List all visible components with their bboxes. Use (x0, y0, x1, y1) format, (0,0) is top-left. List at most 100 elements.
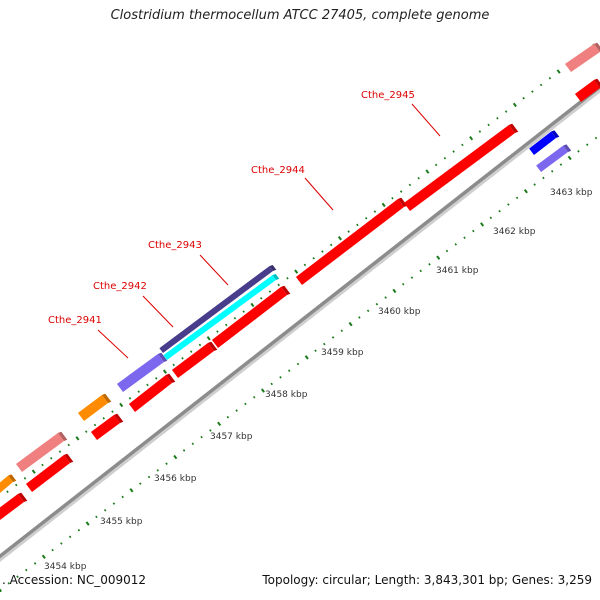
outer-tick (23, 477, 27, 480)
outer-tick (250, 302, 255, 308)
kbp-labels: 3454 kbp 3455 kbp 3456 kbp 3457 kbp 3458 kbp… (44, 188, 593, 572)
gene-label: Cthe_2943 (148, 240, 202, 251)
inner-tick (16, 575, 19, 578)
inner-tick (436, 255, 441, 260)
inner-tick (445, 249, 449, 253)
inner-tick (60, 542, 63, 545)
inner-tick (252, 395, 256, 399)
outer-tick (356, 223, 359, 227)
inner-tick (384, 296, 387, 299)
outer-tick (539, 83, 543, 87)
outer-tick (531, 90, 534, 93)
cds-bar-3-end (166, 373, 176, 383)
gene-labels: Cthe_2941 Cthe_2942 Cthe_2943 Cthe_2944 Cthe… (48, 90, 441, 359)
inner-tick (498, 209, 501, 213)
gene-label: Cthe_2944 (251, 165, 305, 176)
outer-tick (206, 336, 211, 341)
cds-bar-5-end (281, 285, 291, 295)
outer-tick (452, 150, 455, 153)
purple-bar-0 (117, 354, 164, 392)
kbp-label: 3461 kbp (436, 266, 479, 276)
outer-tick (242, 310, 245, 313)
gene-leader-line (304, 177, 334, 211)
inner-tick (586, 143, 589, 146)
cds-bar-0 (0, 494, 24, 520)
kbp-label: 3455 kbp (100, 517, 143, 527)
cds-bar-8 (575, 80, 600, 102)
inner-tick (85, 521, 90, 526)
inner-tick (559, 163, 563, 166)
inner-tick (235, 409, 238, 412)
cds-bar-4 (172, 343, 214, 378)
inner-tick (296, 362, 300, 366)
pink-bar-1-end (594, 42, 600, 52)
inner-tick-ring (0, 136, 598, 593)
kbp-label: 3463 kbp (550, 188, 593, 198)
cds-bar-8-end (594, 78, 600, 88)
outer-tick (399, 190, 403, 193)
gene-label: Cthe_2941 (48, 315, 102, 326)
outer-tick (233, 316, 237, 320)
orange-bar-0 (0, 475, 13, 493)
outer-tick (102, 417, 105, 420)
outer-tick (181, 357, 184, 360)
inner-tick (41, 554, 46, 559)
outer-tick (111, 410, 114, 413)
outer-tick (347, 230, 350, 233)
blue-bar-0-end (551, 130, 560, 138)
outer-tick (329, 243, 333, 247)
outer-tick (408, 183, 412, 187)
backbone-line (0, 84, 600, 559)
outer-tick (496, 116, 499, 120)
outer-tick (277, 283, 280, 287)
kbp-label: 3459 kbp (321, 348, 364, 358)
outer-tick (67, 443, 70, 447)
map-title: Clostridium thermocellum ATCC 27405, com… (110, 8, 490, 23)
outer-tick (303, 263, 307, 267)
outer-tick (337, 236, 342, 241)
inner-tick (279, 376, 282, 379)
outer-tick (162, 369, 167, 374)
genome-backbone (0, 84, 600, 562)
outer-tick (154, 377, 158, 380)
inner-tick (138, 482, 142, 485)
outer-tick (381, 202, 386, 208)
outer-tick (487, 123, 490, 127)
outer-tick (146, 383, 149, 387)
inner-tick (112, 502, 116, 505)
inner-tick (200, 435, 203, 439)
outer-tick (556, 69, 561, 74)
gene-label: Cthe_2942 (93, 281, 147, 292)
pink-bar-1 (565, 44, 600, 72)
cds-bar-7-end (509, 123, 519, 133)
inner-tick (594, 136, 598, 140)
inner-tick (401, 282, 405, 286)
inner-tick (523, 189, 528, 194)
blue-bar-0 (529, 131, 556, 155)
outer-tick (41, 463, 44, 467)
outer-tick (286, 276, 289, 280)
inner-tick (182, 449, 186, 452)
inner-tick (244, 402, 247, 406)
inner-tick (419, 269, 422, 273)
inner-tick (577, 150, 580, 153)
inner-tick (542, 176, 545, 180)
inner-tick (314, 349, 317, 353)
outer-tick (391, 196, 394, 200)
inner-tick (68, 535, 72, 539)
inner-tick (147, 475, 151, 479)
inner-tick (129, 488, 134, 493)
orange-bar-0-end (8, 474, 17, 482)
inner-tick (366, 309, 370, 313)
outer-tick (93, 423, 97, 427)
outer-tick (294, 269, 299, 274)
outer-tick (443, 156, 447, 160)
outer-tick (84, 430, 88, 433)
navy-bar-0-end (269, 265, 277, 271)
inner-tick (95, 515, 98, 519)
outer-tick (364, 216, 368, 220)
kbp-label: 3457 kbp (210, 432, 253, 442)
kbp-label: 3460 kbp (378, 307, 421, 317)
inner-tick (7, 582, 11, 585)
